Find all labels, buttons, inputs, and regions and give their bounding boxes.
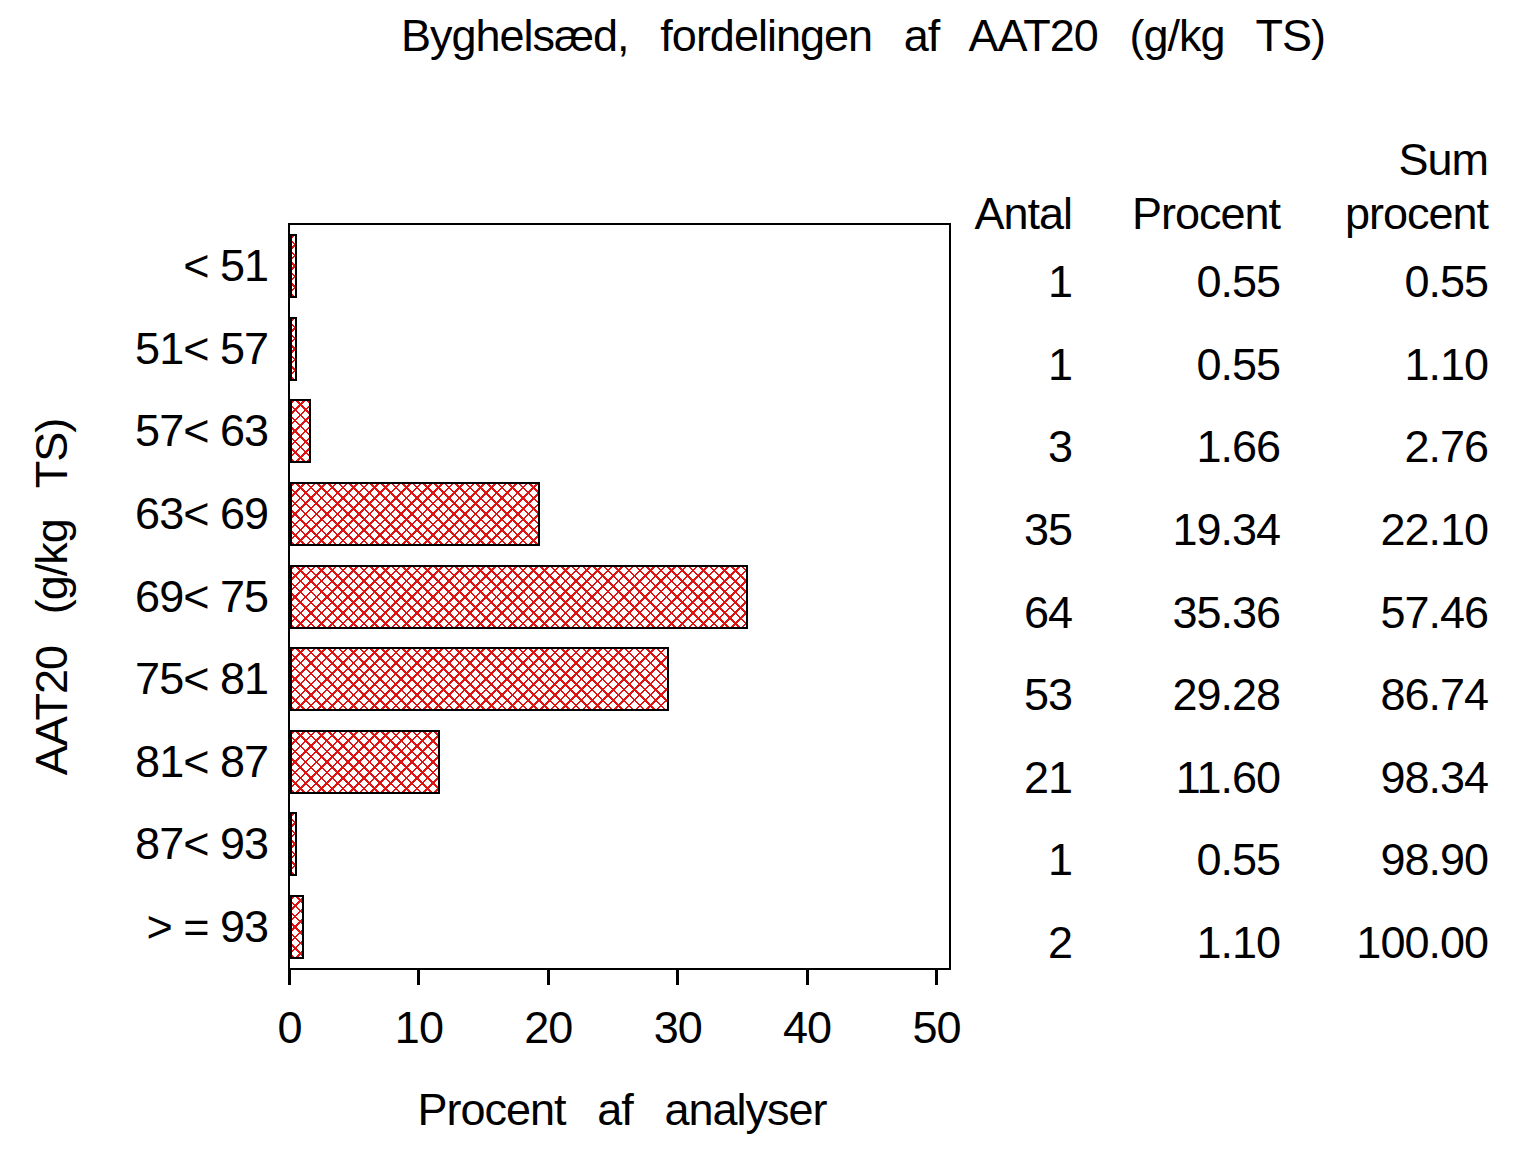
chart-canvas: Byghelsæd, fordelingen af AAT20 (g/kg TS…: [0, 0, 1536, 1152]
category-label: 87< 93: [135, 818, 268, 870]
chart-title: Byghelsæd, fordelingen af AAT20 (g/kg TS…: [220, 10, 1506, 62]
x-tick-mark: [806, 970, 809, 985]
table-cell-sum-procent: 0.55: [1404, 256, 1488, 308]
bar-69< 75: [290, 565, 748, 629]
bar-< 51: [290, 234, 297, 298]
table-cell-antal: 21: [1024, 752, 1072, 804]
table-cell-procent: 19.34: [1172, 504, 1280, 556]
table-cell-sum-procent: 2.76: [1404, 421, 1488, 473]
bar-75< 81: [290, 647, 669, 711]
table-cell-antal: 3: [1048, 421, 1072, 473]
category-label: 63< 69: [135, 488, 268, 540]
table-header-sum-line1: Sum: [1398, 134, 1488, 186]
bar-57< 63: [290, 399, 311, 463]
x-tick-label: 50: [912, 1002, 960, 1054]
table-cell-procent: 0.55: [1196, 339, 1280, 391]
table-cell-antal: 53: [1024, 669, 1072, 721]
bar-51< 57: [290, 317, 297, 381]
table-cell-procent: 1.66: [1196, 421, 1280, 473]
x-tick-mark: [935, 970, 938, 985]
x-tick-mark: [676, 970, 679, 985]
table-cell-procent: 1.10: [1196, 917, 1280, 969]
table-cell-sum-procent: 98.34: [1380, 752, 1488, 804]
table-header-antal: Antal: [974, 188, 1072, 240]
x-tick-label: 0: [277, 1002, 301, 1054]
table-cell-antal: 1: [1048, 256, 1072, 308]
category-label: > = 93: [146, 901, 268, 953]
category-label: 69< 75: [135, 571, 268, 623]
table-cell-antal: 1: [1048, 834, 1072, 886]
table-cell-procent: 0.55: [1196, 834, 1280, 886]
table-cell-sum-procent: 100.00: [1356, 917, 1488, 969]
table-cell-antal: 64: [1024, 587, 1072, 639]
table-header-sum-line2: procent: [1345, 188, 1488, 240]
bar-63< 69: [290, 482, 540, 546]
x-axis-label: Procent af analyser: [0, 1084, 1244, 1136]
bar-81< 87: [290, 730, 440, 794]
table-cell-antal: 35: [1024, 504, 1072, 556]
category-label: 51< 57: [135, 323, 268, 375]
bar-87< 93: [290, 812, 297, 876]
table-cell-sum-procent: 1.10: [1404, 339, 1488, 391]
x-tick-mark: [417, 970, 420, 985]
table-cell-procent: 0.55: [1196, 256, 1280, 308]
table-cell-sum-procent: 22.10: [1380, 504, 1488, 556]
x-tick-label: 10: [395, 1002, 443, 1054]
category-label: 57< 63: [135, 405, 268, 457]
table-cell-procent: 11.60: [1176, 752, 1280, 804]
table-cell-sum-procent: 57.46: [1380, 587, 1488, 639]
x-tick-label: 20: [524, 1002, 572, 1054]
x-tick-label: 30: [654, 1002, 702, 1054]
bar-> = 93: [290, 895, 304, 959]
table-cell-procent: 35.36: [1172, 587, 1280, 639]
x-tick-mark: [547, 970, 550, 985]
category-label: 81< 87: [135, 736, 268, 788]
y-axis-label: AAT20 (g/kg TS): [26, 419, 78, 775]
table-cell-sum-procent: 98.90: [1380, 834, 1488, 886]
category-label: 75< 81: [135, 653, 268, 705]
table-cell-antal: 1: [1048, 339, 1072, 391]
table-cell-antal: 2: [1048, 917, 1072, 969]
table-cell-procent: 29.28: [1172, 669, 1280, 721]
x-tick-mark: [288, 970, 291, 985]
category-label: < 51: [183, 240, 268, 292]
x-tick-label: 40: [783, 1002, 831, 1054]
table-cell-sum-procent: 86.74: [1380, 669, 1488, 721]
table-header-procent: Procent: [1132, 188, 1280, 240]
